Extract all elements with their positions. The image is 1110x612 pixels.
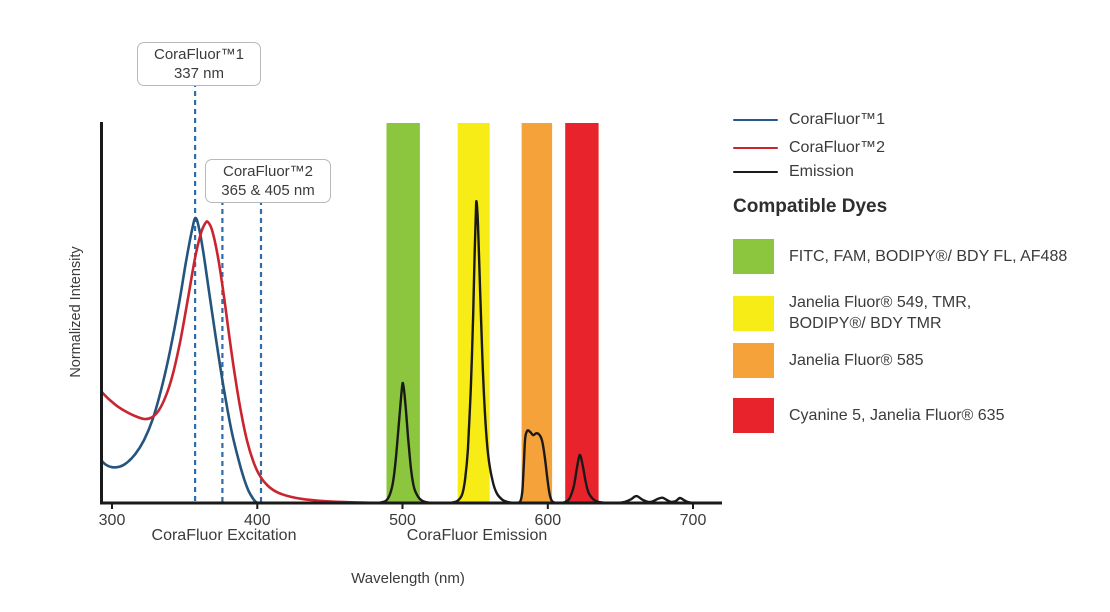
- orange-filter-swatch: [733, 343, 774, 378]
- filter-band-orange-window: [521, 123, 553, 503]
- dye-item-orange: Janelia Fluor® 585: [733, 343, 924, 378]
- x-axis-title: Wavelength (nm): [351, 570, 465, 587]
- dye-item-yellow: Janelia Fluor® 549, TMR, BODIPY®/ BDY TM…: [733, 292, 971, 334]
- series-emission: [343, 199, 702, 505]
- annotation-title: CoraFluor™1: [153, 46, 245, 63]
- legend-line-sample-black: [733, 170, 778, 174]
- y-axis-title: Normalized Intensity: [68, 246, 84, 378]
- annotation-title: CoraFluor™2: [222, 163, 314, 180]
- x-tick-label-700: 700: [680, 512, 707, 529]
- legend-line-sample-red: [733, 146, 778, 150]
- x-axis-sublabel-emission: CoraFluor Emission: [406, 527, 548, 544]
- excitation-annotation-corafluor2: CoraFluor™2 365 & 405 nm: [205, 159, 331, 203]
- x-tick-label-600: 600: [534, 512, 561, 529]
- red-filter-swatch: [733, 398, 774, 433]
- legend-line-sample-blue: [733, 118, 778, 122]
- legend: CoraFluor™1 CoraFluor™2 Emission: [733, 110, 885, 190]
- dye-label: Cyanine 5, Janelia Fluor® 635: [789, 407, 1005, 424]
- dye-label: Janelia Fluor® 585: [789, 352, 924, 369]
- x-tick-label-400: 400: [244, 512, 271, 529]
- dye-label: FITC, FAM, BODIPY®/ BDY FL, AF488: [789, 248, 1068, 265]
- yellow-filter-swatch: [733, 295, 774, 331]
- dye-item-red: Cyanine 5, Janelia Fluor® 635: [733, 398, 1004, 433]
- green-filter-swatch: [733, 239, 774, 274]
- x-tick-label-300: 300: [99, 512, 126, 529]
- spectra-chart: 300 400 500 600 700: [99, 82, 722, 529]
- excitation-annotation-corafluor1: CoraFluor™1 337 nm: [137, 42, 261, 86]
- legend-label: CoraFluor™2: [789, 139, 886, 156]
- legend-label: Emission: [789, 163, 854, 180]
- legend-item-emission: Emission: [733, 162, 885, 182]
- compatible-dyes-heading: Compatible Dyes: [733, 196, 888, 217]
- dye-item-green: FITC, FAM, BODIPY®/ BDY FL, AF488: [733, 239, 1067, 274]
- annotation-wavelength: 365 & 405 nm: [221, 182, 315, 199]
- legend-item-corafluor2: CoraFluor™2: [733, 138, 885, 158]
- dye-label: Janelia Fluor® 549, TMR, BODIPY®/ BDY TM…: [789, 294, 972, 332]
- filter-band-green-window: [386, 123, 420, 503]
- annotation-wavelength: 337 nm: [173, 65, 225, 82]
- x-axis-sublabel-excitation: CoraFluor Excitation: [151, 527, 297, 544]
- series-corafluor-2-excitation: [100, 220, 375, 505]
- filter-band-red-window: [565, 123, 599, 503]
- legend-label: CoraFluor™1: [789, 111, 886, 128]
- x-tick-label-500: 500: [389, 512, 416, 529]
- series-corafluor-1-excitation: [100, 216, 260, 505]
- legend-item-corafluor1: CoraFluor™1: [733, 110, 885, 130]
